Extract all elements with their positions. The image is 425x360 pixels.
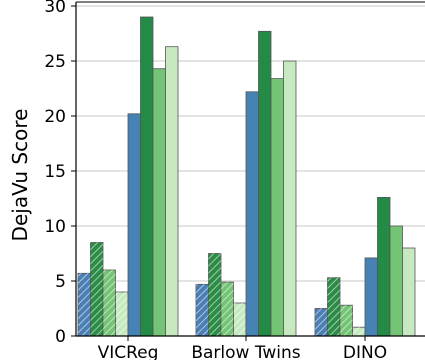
- y-tick-label: 5: [55, 272, 66, 292]
- y-tick-label: 15: [44, 162, 66, 182]
- y-tick-label: 25: [44, 52, 66, 72]
- bar: [389, 225, 403, 337]
- y-tick-label: 20: [44, 107, 66, 127]
- bar-hatch-overlay: [208, 253, 221, 336]
- bar-hatch-overlay: [327, 277, 340, 336]
- x-tick-labels: VICReg Barlow Twins DINO: [98, 343, 388, 360]
- bar-hatch-overlay: [196, 284, 209, 336]
- x-tick-label: DINO: [343, 343, 387, 360]
- y-tick-label: 10: [44, 217, 66, 237]
- bar: [245, 91, 259, 337]
- x-tick-label: Barlow Twins: [191, 343, 300, 360]
- y-tick-labels: 0 5 10 15 20 25 30: [44, 0, 66, 347]
- bar-hatch-overlay: [90, 242, 103, 336]
- y-axis-label: DejaVu Score: [8, 109, 32, 242]
- y-tick-label: 0: [55, 327, 66, 347]
- bar-hatch-overlay: [78, 273, 91, 336]
- bar-hatch-overlay: [352, 327, 365, 336]
- bar: [165, 46, 179, 337]
- bar-hatch-overlay: [233, 303, 246, 336]
- axes: [71, 1, 425, 341]
- bar: [152, 68, 166, 337]
- x-tick-label: VICReg: [98, 343, 159, 360]
- y-tick-label: 30: [44, 0, 66, 17]
- bar-hatch-overlay: [103, 270, 116, 336]
- bar: [364, 257, 378, 337]
- bar: [270, 78, 284, 337]
- bar: [140, 16, 154, 337]
- bar: [127, 113, 141, 337]
- bar-hatch-overlay: [115, 292, 128, 336]
- bar: [377, 196, 391, 337]
- bar: [258, 30, 272, 337]
- bar: [402, 247, 416, 337]
- bars: [77, 16, 416, 337]
- bar: [283, 60, 297, 337]
- bar-hatch-overlay: [221, 282, 234, 336]
- bar-hatch-overlay: [340, 305, 353, 336]
- bar-hatch-overlay: [315, 308, 328, 336]
